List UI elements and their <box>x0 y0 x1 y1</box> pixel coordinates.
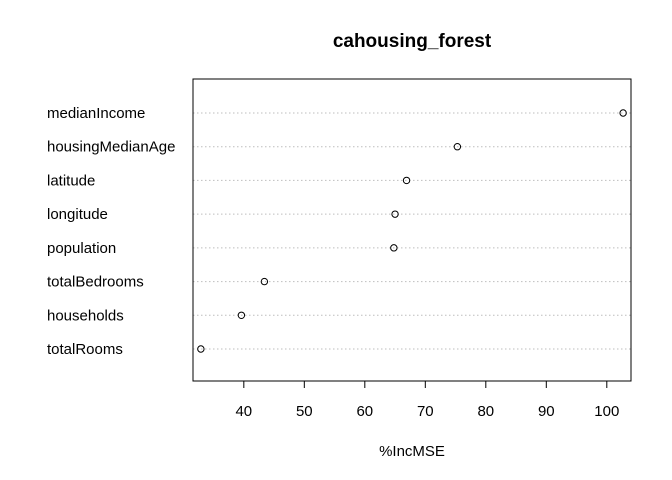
x-axis: 40 50 60 70 80 90 100 <box>235 380 619 420</box>
data-point <box>260 277 269 286</box>
category-label: totalBedrooms <box>47 274 144 291</box>
category-label: totalRooms <box>47 341 123 358</box>
category-label: housingMedianAge <box>47 139 175 156</box>
category-label: medianIncome <box>47 105 145 122</box>
grid-lines <box>193 112 631 350</box>
x-tick-label: 50 <box>296 403 313 420</box>
x-tick-label: 80 <box>477 403 494 420</box>
data-point <box>619 109 627 117</box>
category-label: households <box>47 307 124 324</box>
data-point <box>391 210 399 218</box>
plot-frame <box>192 78 632 382</box>
data-point <box>390 244 398 252</box>
x-tick-label: 90 <box>538 403 555 420</box>
data-point <box>237 311 246 319</box>
x-axis-title: %IncMSE <box>379 443 445 460</box>
data-point <box>402 176 411 185</box>
data-point <box>453 143 462 151</box>
category-labels: medianIncome housingMedianAge latitude long… <box>47 105 175 358</box>
x-tick-label: 40 <box>235 403 252 420</box>
x-tick-label: 70 <box>417 403 434 420</box>
x-tick-label: 100 <box>594 403 619 420</box>
data-points <box>197 109 627 353</box>
chart-title: cahousing_forest <box>333 31 492 52</box>
category-label: population <box>47 240 116 257</box>
category-label: longitude <box>47 206 108 223</box>
x-tick-label: 60 <box>356 403 373 420</box>
category-label: latitude <box>47 172 95 189</box>
data-point <box>197 345 205 353</box>
